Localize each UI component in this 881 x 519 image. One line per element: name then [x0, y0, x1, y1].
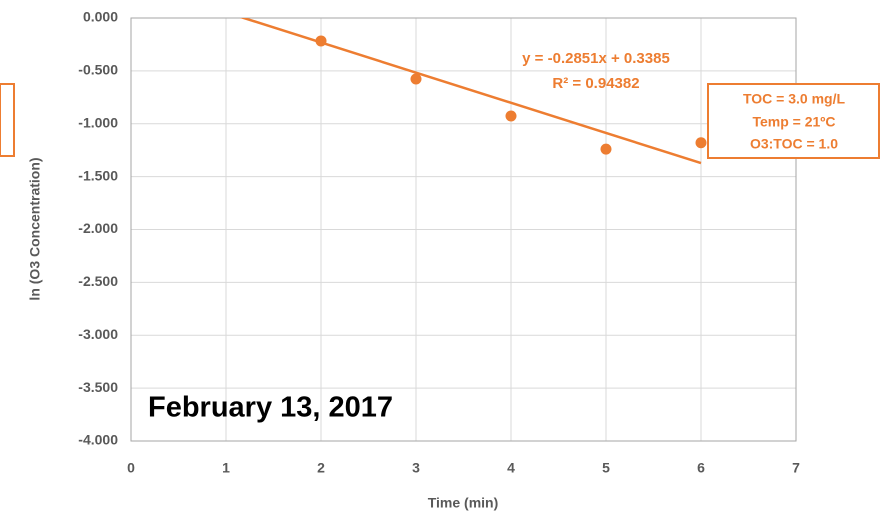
y-tick-label: -1.500	[78, 167, 118, 183]
cropped-box	[0, 83, 15, 157]
data-point	[600, 143, 612, 155]
data-point	[410, 73, 422, 85]
x-tick-label: 5	[602, 460, 610, 476]
annotation: TOC = 3.0 mg/L	[743, 91, 845, 107]
y-axis-title: ln (O3 Concentration)	[27, 157, 43, 300]
y-tick-label: 0.000	[83, 9, 118, 25]
y-tick-label: -1.000	[78, 114, 118, 130]
x-axis-title: Time (min)	[428, 495, 499, 511]
y-tick-label: -3.000	[78, 326, 118, 342]
annotation: O3:TOC = 1.0	[750, 136, 838, 152]
y-tick-label: -0.500	[78, 62, 118, 78]
y-tick-label: -3.500	[78, 379, 118, 395]
data-point	[315, 35, 327, 47]
x-tick-label: 7	[792, 460, 800, 476]
annotation: Temp = 21ºC	[752, 114, 835, 130]
trendline	[239, 18, 702, 165]
data-point	[695, 137, 707, 149]
y-tick-label: -2.000	[78, 220, 118, 236]
date-label: February 13, 2017	[148, 392, 393, 424]
r-squared: R² = 0.94382	[552, 75, 639, 92]
x-tick-label: 0	[127, 460, 135, 476]
x-tick-label: 3	[412, 460, 420, 476]
y-tick-label: -2.500	[78, 273, 118, 289]
trend-equation: y = -0.2851x + 0.3385	[522, 50, 670, 67]
x-tick-label: 6	[697, 460, 705, 476]
y-tick-label: -4.000	[78, 432, 118, 448]
data-point	[505, 110, 517, 122]
annotation-box	[707, 83, 880, 159]
x-tick-label: 2	[317, 460, 325, 476]
x-tick-label: 4	[507, 460, 515, 476]
x-tick-label: 1	[222, 460, 230, 476]
plot-border	[130, 17, 797, 442]
